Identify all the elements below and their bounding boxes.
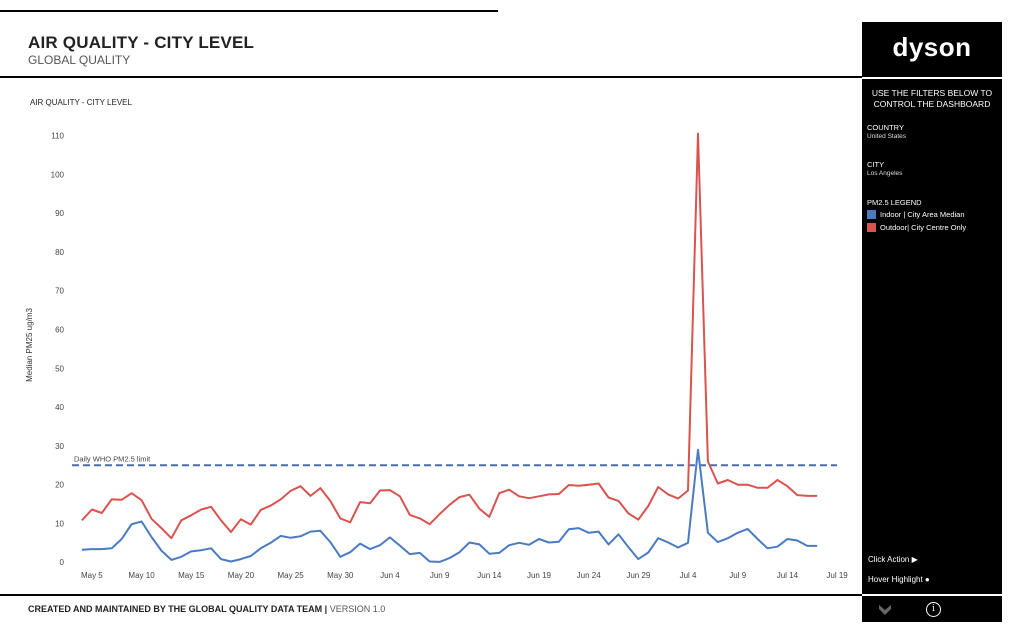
hover-highlight-label: Hover Highlight ●: [868, 575, 930, 584]
chart-title: AIR QUALITY - CITY LEVEL: [30, 98, 132, 107]
home-icon[interactable]: [878, 604, 892, 616]
footer-created-by: CREATED AND MAINTAINED BY THE GLOBAL QUA…: [28, 604, 323, 614]
x-tick-label: Jul 19: [826, 571, 848, 580]
filters-heading-line1: USE THE FILTERS BELOW TO: [871, 88, 993, 98]
city-label: CITY: [867, 160, 885, 169]
x-tick-label: Jun 24: [577, 571, 602, 580]
pm25-line-chart: Median PM25 ug/m3 0 10 20 30 40 50 60 70 80 90 100 1…: [25, 132, 848, 580]
footer-version: VERSION 1.0: [329, 604, 386, 614]
outdoor-swatch: [867, 223, 876, 232]
page-title: AIR QUALITY - CITY LEVEL: [28, 33, 255, 52]
y-tick-label: 50: [55, 364, 64, 373]
footer-divider: [0, 594, 862, 596]
x-tick-label: Jul 9: [729, 571, 746, 580]
footer-credit: CREATED AND MAINTAINED BY THE GLOBAL QUA…: [28, 604, 385, 614]
y-tick-label: 30: [55, 442, 64, 451]
legend-item-indoor[interactable]: Indoor | City Area Median: [867, 210, 965, 219]
x-tick-label: May 25: [277, 571, 304, 580]
footer-separator: |: [322, 604, 330, 614]
y-tick-label: 0: [60, 558, 65, 567]
country-filter[interactable]: United States: [867, 133, 907, 140]
x-tick-label: May 30: [327, 571, 354, 580]
x-tick-label: Jun 14: [477, 571, 502, 580]
outdoor-series-line: [81, 132, 818, 540]
legend-indoor-label: Indoor | City Area Median: [880, 210, 965, 219]
y-tick-label: 20: [55, 481, 64, 490]
y-tick-label: 100: [51, 170, 65, 179]
x-tick-label: Jul 14: [777, 571, 799, 580]
indoor-swatch: [867, 210, 876, 219]
x-tick-label: May 5: [81, 571, 103, 580]
panel-divider-top: [862, 77, 1002, 79]
y-tick-label: 40: [55, 403, 64, 412]
top-rule: [0, 10, 498, 12]
y-tick-label: 10: [55, 519, 64, 528]
click-action-label: Click Action ▶: [868, 555, 918, 564]
y-tick-label: 110: [51, 132, 64, 141]
x-tick-label: May 20: [228, 571, 255, 580]
legend-label: PM2.5 LEGEND: [867, 198, 922, 207]
info-icon[interactable]: i: [926, 602, 941, 617]
dyson-logo: dyson: [892, 32, 972, 62]
filters-heading: USE THE FILTERS BELOW TO CONTROL THE DAS…: [862, 88, 1002, 110]
x-tick-label: May 10: [128, 571, 155, 580]
x-tick-label: Jul 4: [680, 571, 697, 580]
header-divider: [0, 76, 862, 78]
panel-divider-bottom: [862, 594, 1002, 596]
page-subtitle: GLOBAL QUALITY: [28, 53, 131, 67]
x-tick-label: May 15: [178, 571, 205, 580]
country-label: COUNTRY: [867, 123, 904, 132]
filters-heading-line2: CONTROL THE DASHBOARD: [873, 99, 991, 109]
x-tick-label: Jun 19: [527, 571, 552, 580]
indoor-series-line: [81, 448, 818, 563]
y-tick-label: 80: [55, 248, 64, 257]
x-tick-label: Jun 4: [380, 571, 400, 580]
who-limit-label: Daily WHO PM2.5 limit: [74, 454, 151, 463]
legend-item-outdoor[interactable]: Outdoor| City Centre Only: [867, 223, 966, 232]
y-tick-label: 60: [55, 325, 64, 334]
y-axis-label: Median PM25 ug/m3: [25, 308, 34, 382]
x-tick-label: Jun 29: [626, 571, 651, 580]
filter-side-panel: dyson USE THE FILTERS BELOW TO CONTROL T…: [862, 22, 1002, 622]
city-filter[interactable]: Los Angeles: [867, 170, 903, 177]
panel-bottom-toolbar: i: [862, 599, 1002, 622]
y-tick-label: 90: [55, 209, 64, 218]
y-tick-label: 70: [55, 287, 64, 296]
legend-outdoor-label: Outdoor| City Centre Only: [880, 223, 967, 232]
x-tick-label: Jun 9: [430, 571, 450, 580]
